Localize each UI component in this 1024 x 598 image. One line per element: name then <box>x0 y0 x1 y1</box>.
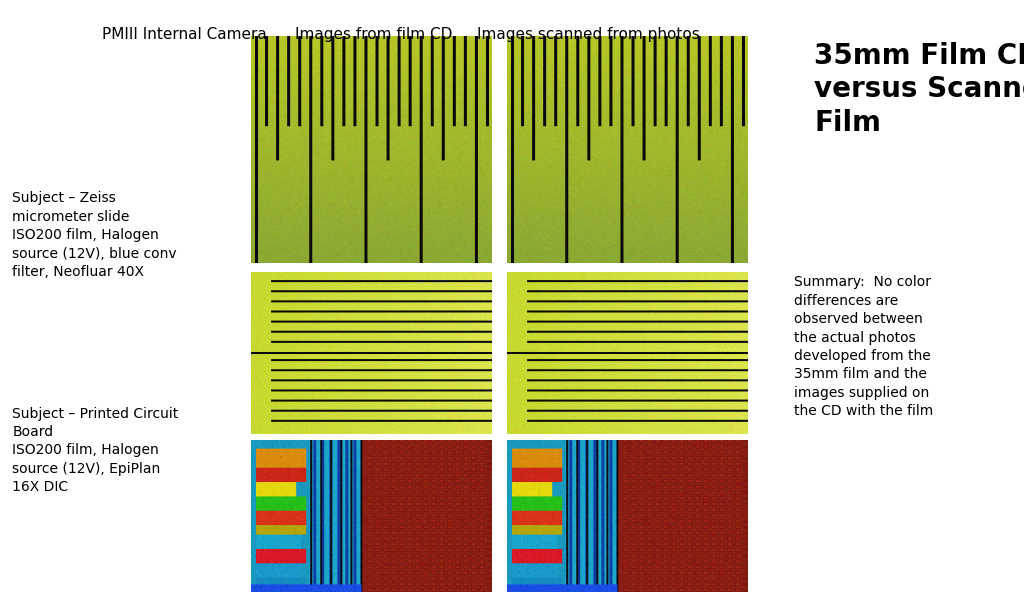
Text: Summary:  No color
differences are
observed between
the actual photos
developed : Summary: No color differences are observ… <box>794 276 933 418</box>
Text: Images from film CD: Images from film CD <box>295 27 453 42</box>
Text: Subject – Zeiss
micrometer slide
ISO200 film, Halogen
source (12V), blue conv
fi: Subject – Zeiss micrometer slide ISO200 … <box>12 191 177 279</box>
Text: Images scanned from photos: Images scanned from photos <box>477 27 700 42</box>
Text: PMIII Internal Camera: PMIII Internal Camera <box>102 27 267 42</box>
Text: 35mm Film CD
versus Scanned
Film: 35mm Film CD versus Scanned Film <box>814 42 1024 137</box>
Text: Subject – Printed Circuit
Board
ISO200 film, Halogen
source (12V), EpiPlan
16X D: Subject – Printed Circuit Board ISO200 f… <box>12 407 178 494</box>
